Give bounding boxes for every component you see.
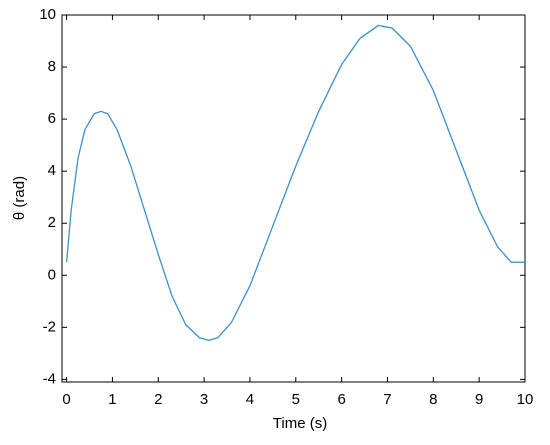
x-tick-label: 2 [154, 391, 162, 408]
y-tick-label: 6 [48, 110, 56, 127]
y-tick-label: 8 [48, 58, 56, 75]
y-tick-label: -2 [43, 318, 56, 335]
y-tick-label: 0 [48, 266, 56, 283]
y-tick-label: 10 [39, 6, 56, 23]
x-tick-label: 0 [62, 391, 70, 408]
x-tick-label: 6 [337, 391, 345, 408]
x-tick-label: 3 [200, 391, 208, 408]
y-tick-label: 2 [48, 214, 56, 231]
y-tick-label: 4 [48, 162, 56, 179]
x-tick-label: 8 [429, 391, 437, 408]
x-tick-label: 5 [292, 391, 300, 408]
x-tick-label: 7 [383, 391, 391, 408]
line-series [65, 24, 525, 342]
x-tick-label: 1 [108, 391, 116, 408]
x-tick-label: 4 [246, 391, 254, 408]
x-axis-label: Time (s) [273, 415, 327, 432]
y-tick-label: -4 [43, 370, 56, 387]
x-tick-label: 10 [517, 391, 534, 408]
x-tick-label: 9 [475, 391, 483, 408]
plot-frame [61, 14, 526, 383]
y-axis-label: θ (rad) [11, 176, 28, 220]
